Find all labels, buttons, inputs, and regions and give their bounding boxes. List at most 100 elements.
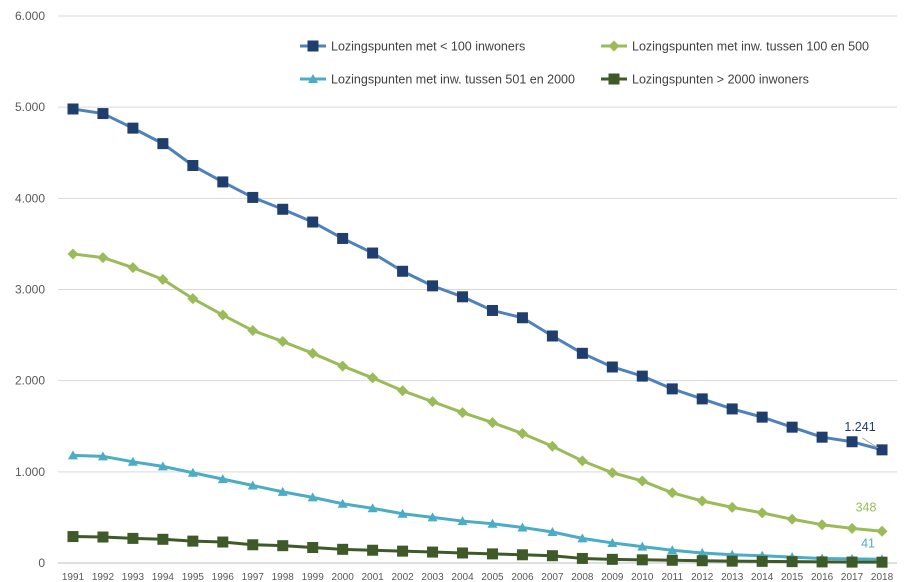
data-point — [666, 554, 678, 566]
x-tick-label: 2003 — [421, 572, 444, 582]
data-point — [127, 532, 139, 544]
data-point — [367, 247, 379, 259]
data-point — [546, 550, 558, 562]
y-tick-label: 6.000 — [15, 9, 45, 23]
data-point — [606, 467, 618, 479]
data-point — [367, 544, 379, 556]
x-axis-ticks: 1991 1992 1993 1994 1995 1996 1997 1998 1999 2000… — [62, 572, 894, 582]
x-tick-label: 2001 — [362, 572, 385, 582]
data-point — [217, 474, 228, 484]
data-point — [667, 545, 678, 555]
data-point — [666, 383, 678, 395]
legend: Lozingspunten met < 100 inwoners Lozingsp… — [300, 40, 869, 87]
data-point — [277, 540, 289, 552]
data-point — [187, 293, 199, 305]
data-point — [786, 556, 798, 568]
data-point — [546, 440, 558, 452]
x-tick-label: 2016 — [811, 572, 834, 582]
data-point — [606, 553, 618, 565]
data-point — [97, 451, 108, 461]
data-point — [696, 495, 708, 507]
data-point — [307, 347, 319, 359]
series-line — [72, 252, 883, 533]
legend-item-2: Lozingspunten met inw. tussen 100 en 500 — [601, 40, 869, 54]
data-point — [876, 525, 888, 537]
data-point — [576, 347, 588, 359]
data-point — [67, 248, 79, 260]
data-point — [307, 216, 319, 228]
data-point — [756, 411, 768, 423]
data-point — [696, 555, 708, 567]
data-point — [67, 450, 78, 460]
x-tick-label: 2004 — [451, 572, 474, 582]
data-point — [247, 191, 259, 203]
data-point — [636, 370, 648, 382]
data-point — [427, 512, 438, 522]
x-tick-label: 1995 — [182, 572, 205, 582]
x-tick-label: 1991 — [62, 572, 85, 582]
data-point — [247, 539, 259, 551]
series-line — [72, 453, 883, 561]
data-point — [187, 160, 199, 172]
data-point — [397, 508, 408, 518]
data-point — [397, 385, 409, 397]
x-tick-label: 2017 — [841, 572, 864, 582]
y-tick-label: 2.000 — [15, 374, 45, 388]
data-point — [457, 407, 469, 419]
x-tick-label: 2000 — [332, 572, 355, 582]
data-point — [217, 176, 229, 188]
data-point — [516, 549, 528, 561]
data-point — [457, 547, 469, 559]
data-point — [217, 536, 229, 548]
data-point — [277, 335, 289, 347]
data-point — [127, 262, 139, 274]
data-point — [666, 487, 678, 499]
x-tick-label: 2015 — [781, 572, 804, 582]
data-point — [67, 531, 79, 543]
data-point — [97, 531, 109, 543]
legend-label: Lozingspunten met < 100 inwoners — [331, 40, 525, 54]
x-tick-label: 1996 — [212, 572, 235, 582]
data-point — [786, 513, 798, 525]
legend-item-3: Lozingspunten met inw. tussen 501 en 200… — [300, 73, 575, 87]
legend-label: Lozingspunten met inw. tussen 100 en 500 — [632, 40, 869, 54]
x-tick-label: 2018 — [871, 572, 894, 582]
data-point — [786, 421, 798, 433]
data-point — [576, 552, 588, 564]
data-point — [97, 108, 109, 120]
data-point — [486, 417, 498, 429]
legend-item-1: Lozingspunten met < 100 inwoners — [300, 40, 525, 54]
data-point — [846, 522, 858, 534]
series-group — [67, 103, 888, 568]
data-point — [127, 122, 139, 134]
x-tick-label: 2007 — [541, 572, 564, 582]
data-point — [307, 542, 319, 554]
data-point — [427, 280, 439, 292]
x-tick-label: 1994 — [152, 572, 175, 582]
x-tick-label: 1999 — [302, 572, 325, 582]
data-point — [876, 556, 888, 568]
data-point — [846, 556, 858, 568]
data-point — [337, 360, 349, 372]
data-point — [277, 486, 288, 496]
data-point — [337, 543, 349, 555]
data-point — [487, 518, 498, 528]
legend-item-4: Lozingspunten > 2000 inwoners — [601, 73, 809, 87]
data-point — [726, 501, 738, 513]
x-tick-label: 2002 — [391, 572, 414, 582]
data-point — [637, 541, 648, 551]
data-point — [576, 455, 588, 467]
data-point — [816, 519, 828, 531]
y-tick-label: 5.000 — [15, 100, 45, 114]
data-point — [457, 291, 469, 303]
data-point — [277, 203, 289, 215]
data-point — [846, 436, 858, 448]
series-line — [72, 107, 883, 452]
x-tick-label: 1993 — [122, 572, 145, 582]
data-point — [307, 40, 319, 52]
label-leader-line — [861, 437, 879, 449]
data-point — [636, 554, 648, 566]
x-tick-label: 2011 — [662, 572, 684, 582]
x-tick-label: 2006 — [511, 572, 534, 582]
data-point — [546, 330, 558, 342]
